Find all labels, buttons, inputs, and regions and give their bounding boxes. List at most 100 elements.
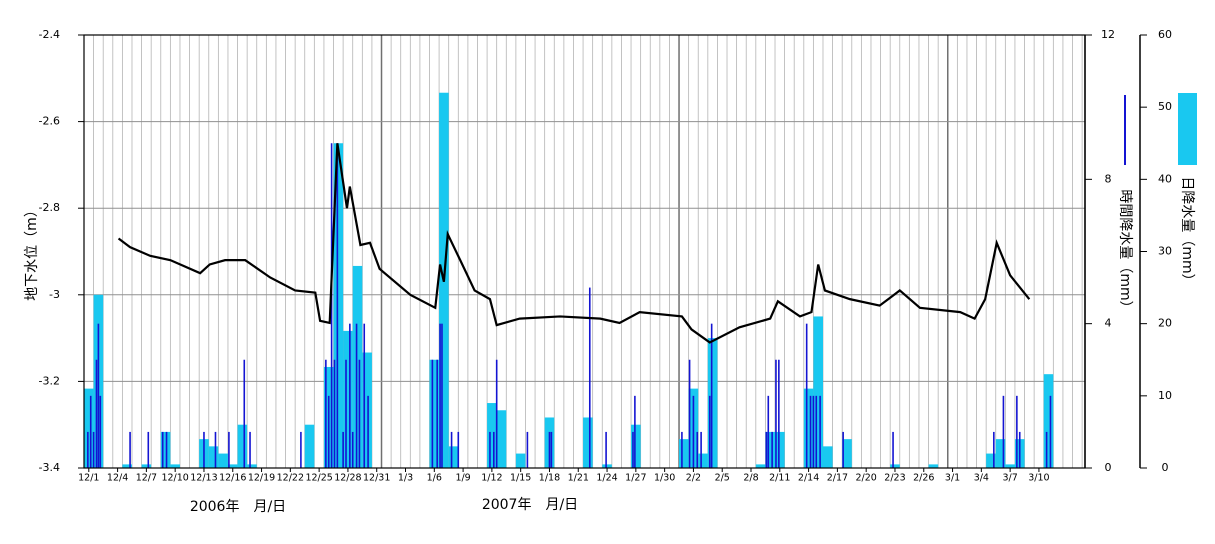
- bar: [92, 431, 95, 468]
- bar: [89, 395, 92, 468]
- bar: [129, 431, 131, 468]
- x-tick-label: 12/31: [363, 473, 390, 484]
- bar: [692, 395, 695, 468]
- y3-tick-label: 10: [1158, 389, 1172, 402]
- legend-swatch: [1178, 93, 1197, 165]
- bar: [333, 143, 344, 468]
- x-tick-label: 12/4: [107, 473, 128, 484]
- bar: [550, 431, 553, 468]
- bar: [362, 352, 372, 468]
- y3-tick-label: 40: [1158, 172, 1172, 185]
- bar: [489, 431, 491, 468]
- bar: [249, 431, 251, 468]
- bar: [84, 388, 94, 468]
- plot-frame: [83, 34, 1086, 469]
- x-tick-label: 1/12: [481, 473, 502, 484]
- bar: [771, 431, 773, 468]
- bar: [892, 431, 894, 468]
- bar: [842, 439, 852, 468]
- y3-tick-label: 0: [1162, 461, 1169, 474]
- x-tick-label: 3/4: [974, 473, 989, 484]
- x-tick-label: 2/11: [769, 473, 790, 484]
- bar: [325, 359, 327, 468]
- bar: [496, 410, 507, 468]
- x-axis-label: 2006年 月/日: [190, 499, 286, 515]
- bar: [165, 431, 168, 468]
- bar: [681, 431, 683, 468]
- bar: [1018, 431, 1021, 468]
- x-tick-label: 3/1: [945, 473, 960, 484]
- bar: [765, 431, 776, 468]
- bar: [330, 143, 333, 468]
- x-tick-label: 2/8: [743, 473, 758, 484]
- x-tick-label: 12/16: [219, 473, 246, 484]
- bar: [95, 359, 98, 468]
- bar: [803, 388, 814, 468]
- bar: [696, 431, 699, 468]
- x-tick-label: 12/22: [277, 473, 304, 484]
- bar: [812, 395, 815, 468]
- bar: [1043, 374, 1054, 468]
- bar: [342, 431, 344, 468]
- bar: [450, 431, 453, 468]
- bar: [457, 431, 460, 468]
- y2-tick-label: 0: [1105, 461, 1112, 474]
- bar: [698, 453, 708, 468]
- bar: [1049, 395, 1052, 468]
- bar: [487, 403, 497, 468]
- bar: [602, 464, 612, 468]
- bar: [352, 265, 363, 468]
- bar: [441, 323, 443, 468]
- bar: [343, 330, 353, 468]
- x-tick-label: 12/7: [136, 473, 157, 484]
- bar: [336, 143, 339, 468]
- bar: [778, 359, 780, 468]
- y3-tick-label: 30: [1158, 245, 1172, 258]
- bar: [208, 446, 219, 468]
- bar: [349, 323, 351, 468]
- x-tick-label: 3/10: [1028, 473, 1049, 484]
- bar: [160, 431, 171, 468]
- x-tick-label: 12/13: [190, 473, 217, 484]
- bar: [493, 431, 495, 468]
- bar: [708, 395, 711, 468]
- bar: [634, 395, 636, 468]
- bar: [819, 395, 821, 468]
- x-tick-label: 3/7: [1002, 473, 1017, 484]
- x-tick-label: 12/10: [161, 473, 188, 484]
- bar: [755, 464, 766, 468]
- x-tick-label: 12/28: [334, 473, 361, 484]
- bar: [890, 464, 900, 468]
- bar: [300, 431, 302, 468]
- x-axis-label: 2007年 月/日: [482, 497, 578, 513]
- bar: [928, 464, 939, 468]
- bar: [809, 395, 812, 468]
- bar: [775, 431, 785, 468]
- y-tick-label: -3: [49, 288, 60, 301]
- bar: [237, 424, 248, 468]
- bar: [688, 359, 691, 468]
- bar: [358, 359, 361, 468]
- y-axis-label: 地下水位（m）: [24, 203, 40, 301]
- bar: [631, 424, 641, 468]
- x-tick-label: 12/1: [78, 473, 99, 484]
- bar: [243, 359, 246, 468]
- x-tick-label: 2/23: [884, 473, 905, 484]
- bar: [679, 439, 689, 468]
- x-tick-label: 2/20: [856, 473, 877, 484]
- x-tick-label: 1/21: [568, 473, 589, 484]
- bar: [97, 323, 100, 468]
- bar: [448, 446, 459, 468]
- bar: [304, 424, 315, 468]
- x-tick-label: 1/3: [398, 473, 413, 484]
- y-tick-label: -2.4: [39, 28, 60, 41]
- bar: [141, 464, 152, 468]
- bar: [333, 359, 336, 468]
- x-tick-label: 2/14: [798, 473, 819, 484]
- bar: [345, 359, 347, 468]
- bar: [993, 431, 995, 468]
- bar: [436, 359, 438, 468]
- bar: [203, 431, 205, 468]
- y-tick-label: -2.8: [39, 201, 60, 214]
- bar: [429, 359, 440, 468]
